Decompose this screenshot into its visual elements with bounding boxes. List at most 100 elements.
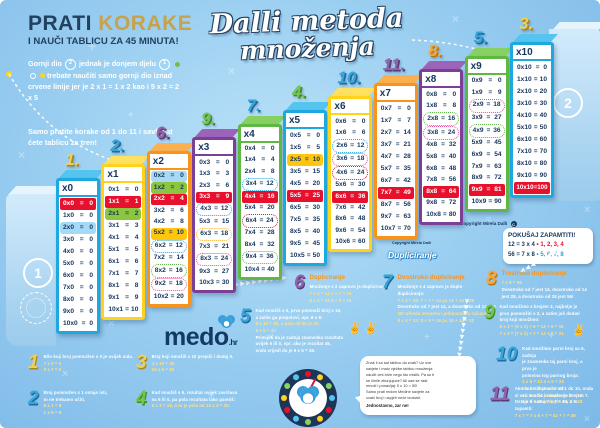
- column-rows: 0x5 = 0 1x5 = 5 2x5 = 10 3x5 = 15 4x5 = 20 5x5 = 25 6x5 = 30…: [286, 129, 324, 263]
- row-part: 9: [497, 88, 502, 96]
- row-part: 50: [539, 123, 547, 131]
- table-column-x3: 9. x3 0x3 = 0 1x3 = 3 2x3 = 6 3x3 = 9 4x3 = 12 5x3 = 15 6x3 =…: [192, 110, 241, 294]
- wheel-dot-icon: [315, 414, 325, 423]
- table-row: 2x10 = 20: [514, 86, 550, 98]
- step-number: 9.: [201, 109, 216, 129]
- tip-line: 7 x 8 = 56: [501, 280, 522, 286]
- row-part: =: [488, 197, 493, 205]
- row-part: 4x9: [472, 126, 484, 134]
- row-part: 81: [494, 185, 502, 193]
- table-row: 7x1 = 7: [105, 268, 141, 280]
- tip-line: 8 x 10 = 80, a pola od 80 je 40.: [255, 321, 320, 327]
- speech-bubble-text: Znaš li za sat tablicu da znaš? Uz ove sa…: [366, 360, 470, 401]
- bubble-line: Samo prati redom Medine savjete za: [366, 389, 430, 395]
- row-part: =: [350, 168, 355, 176]
- row-part: 8x2: [154, 266, 166, 274]
- hand-icon: ✌: [364, 323, 378, 335]
- row-part: =: [125, 282, 129, 290]
- tip-8: 8 Trostruko dupliciranje 7 x 8 = 56 Dvostru…: [486, 269, 588, 300]
- wheel-dot-icon: [329, 395, 335, 401]
- row-part: 48: [448, 164, 457, 172]
- row-part: =: [168, 254, 173, 262]
- table-row: 0x6 = 0: [332, 116, 368, 127]
- table-row: 1x6 = 6: [332, 128, 368, 139]
- row-part: =: [395, 212, 400, 220]
- row-part: =: [395, 128, 400, 136]
- tip-line: 1 x 8 = 8: [43, 409, 62, 415]
- row-part: 15: [221, 217, 230, 225]
- row-part: 2x4: [244, 167, 256, 175]
- tip-text: Dupliciranje Množenje s 2 zapravo je dupl…: [310, 274, 418, 304]
- row-part: 9: [225, 192, 230, 200]
- table-row: 2x1 = 2: [105, 208, 142, 221]
- row-part: 12: [220, 205, 229, 213]
- row-part: 64: [448, 187, 457, 195]
- row-part: =: [352, 238, 356, 246]
- table-row: 10x2 = 20: [151, 291, 187, 302]
- table-row: 9x3 = 27: [196, 266, 232, 277]
- column-rows: 0x8 = 0 1x8 = 8 2x8 = 16 3x8 = 24 4x8 = 32 5x8 = 40 6x8 = 48…: [422, 88, 460, 222]
- tip-line: Dvostruko od 7 jest 14, dvostruko od 14: [501, 286, 587, 292]
- table-row: 8x10 = 80: [514, 158, 550, 170]
- table-row: 5x10 = 50: [514, 122, 550, 134]
- column-header: x2: [149, 154, 188, 170]
- row-part: 80: [539, 159, 547, 167]
- table-row: 1x0 = 0: [60, 210, 96, 222]
- table-row: 4x0 = 0: [60, 246, 96, 258]
- row-part: =: [168, 241, 173, 249]
- table-row: 2x5 = 10: [287, 154, 323, 166]
- table-column-x1: 2. x1 0x1 = 0 1x1 = 1 2x1 = 2 3x1 = 3 4x1 = 4 5x1 = 5 6x1 = 6 7…: [101, 137, 150, 321]
- bubble-line: množi i ponavljaj: 5 x 10 = 50!: [366, 383, 418, 389]
- row-part: 9x1: [108, 294, 120, 302]
- row-part: =: [259, 204, 264, 212]
- row-part: 30: [221, 279, 230, 287]
- table-column-x0: 1. x0 0x0 = 0 1x0 = 0 2x0 = 0 3x0 = 0 4x0 = 0 5x0 = 0 6x0 = 0 7…: [56, 151, 105, 334]
- row-part: =: [486, 114, 491, 122]
- bubble-line: savjete i malo vježbe tablicu množenja: [366, 365, 433, 371]
- tip-line: 7 x 7 = 7 x 6 + 7 = 42 + 7 = 49: [514, 412, 576, 418]
- row-part: =: [125, 258, 129, 266]
- table-row: 1x3 = 3: [196, 169, 232, 180]
- wheel-dot-icon: [291, 414, 301, 423]
- row-part: =: [395, 188, 400, 196]
- tip-11: 11 Ako koristiš pravila od 1 do 10, onda s…: [490, 385, 595, 419]
- row-part: 16: [175, 266, 183, 274]
- memo-line2-eq: 56 = 7 x 8: [508, 251, 535, 258]
- row-part: 4: [134, 234, 139, 242]
- row-part: =: [395, 200, 400, 208]
- intro-text-a: Gornji dio: [28, 59, 62, 68]
- row-part: =: [442, 102, 447, 110]
- table-row: 0x9 = 0: [469, 76, 505, 88]
- row-part: 20: [267, 204, 275, 212]
- row-part: =: [259, 192, 264, 200]
- tip-heading: Trostruko dupliciranje: [501, 271, 567, 277]
- table-row: 3x8 = 24: [423, 126, 460, 140]
- table-row: 7x6 = 42: [332, 203, 368, 214]
- tip-line: 7 x 0 = 0: [43, 360, 62, 366]
- row-part: 4x2: [153, 218, 165, 226]
- step-number: 11.: [382, 54, 406, 74]
- tip-line: 7 x 2 = 14 7 + 7 = 14: [309, 290, 352, 296]
- row-part: 1x4: [244, 156, 256, 164]
- row-part: 5x2: [153, 229, 165, 237]
- row-part: 36: [266, 253, 274, 261]
- multiplication-card: x6 0x6 = 0 1x6 = 6 2x6 = 12 3x6 = 18 4x6 = 24 5x6 = 30 6x6 =…: [328, 96, 373, 253]
- row-part: 0x4: [244, 145, 256, 153]
- row-part: 4x10: [517, 111, 532, 119]
- row-part: 25: [312, 191, 320, 199]
- table-row: 1x1 = 1: [105, 196, 142, 209]
- row-part: 9: [134, 294, 139, 302]
- table-row: 10x4 = 40: [242, 264, 278, 275]
- row-part: 4x7: [380, 152, 392, 160]
- column-header: x4: [240, 127, 279, 143]
- column-header: x7: [376, 86, 415, 102]
- row-part: 27: [494, 114, 502, 122]
- row-part: 0x6: [335, 117, 347, 125]
- table-row: 7x9 = 63: [469, 161, 505, 173]
- row-part: 10: [176, 229, 184, 237]
- table-row: 7x7 = 49: [377, 186, 414, 199]
- multiplication-card: x3 0x3 = 0 1x3 = 3 2x3 = 6 3x3 = 9 4x3 = 12 5x3 = 15 6x3 = 18…: [192, 137, 237, 294]
- tip-9: 9 Kad množimo s brojem 3, najbolje je prvo…: [484, 303, 586, 337]
- tip-1: 1 Bilo koji broj pomnožen s 0 je uvijek n…: [28, 353, 154, 374]
